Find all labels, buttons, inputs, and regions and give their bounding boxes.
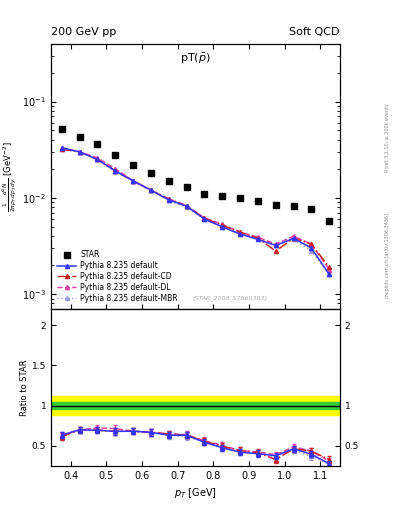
Pythia 8.235 default bbox=[238, 231, 242, 237]
Text: Soft QCD: Soft QCD bbox=[290, 27, 340, 37]
Pythia 8.235 default-DL bbox=[131, 178, 136, 184]
STAR bbox=[77, 134, 82, 140]
Pythia 8.235 default-MBR bbox=[309, 248, 314, 254]
Pythia 8.235 default-MBR bbox=[327, 271, 332, 278]
Pythia 8.235 default-MBR bbox=[95, 156, 100, 162]
Pythia 8.235 default-DL bbox=[274, 241, 278, 247]
Pythia 8.235 default bbox=[59, 145, 64, 151]
Pythia 8.235 default-MBR bbox=[149, 187, 153, 193]
Pythia 8.235 default-CD bbox=[77, 149, 82, 155]
Pythia 8.235 default-DL bbox=[220, 221, 225, 227]
Text: mcplots.cern.ch [arXiv:1306.3436]: mcplots.cern.ch [arXiv:1306.3436] bbox=[385, 214, 390, 298]
Pythia 8.235 default-CD bbox=[202, 216, 207, 222]
Pythia 8.235 default-CD bbox=[327, 264, 332, 270]
STAR bbox=[255, 198, 260, 204]
Pythia 8.235 default-MBR bbox=[238, 230, 242, 236]
Y-axis label: $\frac{1}{2\pi p_T} \frac{d^2N}{dp_T\,dy}$ [GeV$^{-2}$]: $\frac{1}{2\pi p_T} \frac{d^2N}{dp_T\,dy… bbox=[1, 141, 20, 211]
Line: Pythia 8.235 default: Pythia 8.235 default bbox=[60, 146, 331, 276]
STAR bbox=[59, 126, 64, 132]
STAR bbox=[149, 170, 153, 176]
STAR bbox=[238, 195, 242, 201]
Pythia 8.235 default bbox=[113, 168, 118, 174]
Pythia 8.235 default-MBR bbox=[220, 224, 225, 230]
Line: STAR: STAR bbox=[59, 126, 332, 224]
Pythia 8.235 default-DL bbox=[291, 233, 296, 239]
Pythia 8.235 default bbox=[149, 187, 153, 193]
Pythia 8.235 default-DL bbox=[309, 241, 314, 247]
STAR bbox=[291, 203, 296, 209]
Pythia 8.235 default-MBR bbox=[202, 216, 207, 222]
Line: Pythia 8.235 default-DL: Pythia 8.235 default-DL bbox=[60, 146, 331, 271]
Pythia 8.235 default bbox=[291, 235, 296, 241]
Pythia 8.235 default-MBR bbox=[291, 237, 296, 243]
Pythia 8.235 default bbox=[255, 237, 260, 243]
Legend: STAR, Pythia 8.235 default, Pythia 8.235 default-CD, Pythia 8.235 default-DL, Py: STAR, Pythia 8.235 default, Pythia 8.235… bbox=[55, 248, 180, 305]
STAR bbox=[131, 162, 136, 168]
Line: Pythia 8.235 default-CD: Pythia 8.235 default-CD bbox=[60, 147, 331, 269]
Pythia 8.235 default-MBR bbox=[184, 204, 189, 210]
STAR bbox=[166, 178, 171, 184]
Pythia 8.235 default-CD bbox=[149, 187, 153, 193]
Pythia 8.235 default-CD bbox=[274, 248, 278, 254]
Pythia 8.235 default-MBR bbox=[113, 168, 118, 174]
Pythia 8.235 default-MBR bbox=[255, 235, 260, 241]
STAR bbox=[95, 141, 100, 147]
Pythia 8.235 default bbox=[77, 149, 82, 155]
Pythia 8.235 default-CD bbox=[59, 146, 64, 152]
Pythia 8.235 default bbox=[220, 224, 225, 230]
Pythia 8.235 default-MBR bbox=[77, 149, 82, 155]
Pythia 8.235 default-DL bbox=[149, 187, 153, 193]
Pythia 8.235 default-MBR bbox=[59, 146, 64, 152]
Bar bbox=[51, 402, 340, 409]
STAR bbox=[274, 202, 278, 208]
Pythia 8.235 default-CD bbox=[95, 156, 100, 162]
X-axis label: $p_T$ [GeV]: $p_T$ [GeV] bbox=[174, 486, 217, 500]
STAR bbox=[113, 152, 118, 158]
Pythia 8.235 default-CD bbox=[291, 235, 296, 241]
Pythia 8.235 default bbox=[202, 216, 207, 222]
Pythia 8.235 default bbox=[184, 203, 189, 209]
Pythia 8.235 default-CD bbox=[309, 241, 314, 247]
STAR bbox=[184, 184, 189, 190]
Pythia 8.235 default bbox=[309, 245, 314, 251]
Pythia 8.235 default bbox=[327, 271, 332, 278]
Pythia 8.235 default-MBR bbox=[131, 178, 136, 184]
Pythia 8.235 default-CD bbox=[220, 222, 225, 228]
Text: (STAR_2008_S7869363): (STAR_2008_S7869363) bbox=[193, 295, 268, 301]
Pythia 8.235 default-CD bbox=[166, 196, 171, 202]
Pythia 8.235 default-DL bbox=[77, 149, 82, 155]
Pythia 8.235 default bbox=[131, 178, 136, 184]
Pythia 8.235 default-DL bbox=[184, 203, 189, 209]
Bar bbox=[51, 396, 340, 415]
Line: Pythia 8.235 default-MBR: Pythia 8.235 default-MBR bbox=[60, 147, 331, 276]
Pythia 8.235 default-DL bbox=[202, 215, 207, 221]
Pythia 8.235 default-CD bbox=[238, 229, 242, 235]
STAR bbox=[202, 191, 207, 197]
STAR bbox=[327, 218, 332, 224]
Y-axis label: Ratio to STAR: Ratio to STAR bbox=[20, 359, 29, 416]
Pythia 8.235 default-DL bbox=[113, 166, 118, 172]
STAR bbox=[309, 206, 314, 212]
Pythia 8.235 default-MBR bbox=[274, 242, 278, 248]
STAR bbox=[220, 193, 225, 199]
Pythia 8.235 default bbox=[95, 156, 100, 162]
Pythia 8.235 default-DL bbox=[166, 196, 171, 202]
Text: 200 GeV pp: 200 GeV pp bbox=[51, 27, 116, 37]
Pythia 8.235 default bbox=[274, 242, 278, 248]
Pythia 8.235 default-DL bbox=[255, 234, 260, 240]
Pythia 8.235 default-CD bbox=[131, 178, 136, 184]
Text: pT($\bar{p}$): pT($\bar{p}$) bbox=[180, 52, 211, 66]
Pythia 8.235 default-CD bbox=[184, 203, 189, 209]
Pythia 8.235 default bbox=[166, 197, 171, 203]
Pythia 8.235 default-DL bbox=[59, 145, 64, 151]
Pythia 8.235 default-CD bbox=[255, 235, 260, 241]
Pythia 8.235 default-DL bbox=[95, 155, 100, 161]
Pythia 8.235 default-DL bbox=[238, 229, 242, 235]
Pythia 8.235 default-MBR bbox=[166, 197, 171, 203]
Pythia 8.235 default-DL bbox=[327, 266, 332, 272]
Pythia 8.235 default-CD bbox=[113, 168, 118, 174]
Text: Rivet 3.1.10, ≥ 300k events: Rivet 3.1.10, ≥ 300k events bbox=[385, 104, 390, 173]
